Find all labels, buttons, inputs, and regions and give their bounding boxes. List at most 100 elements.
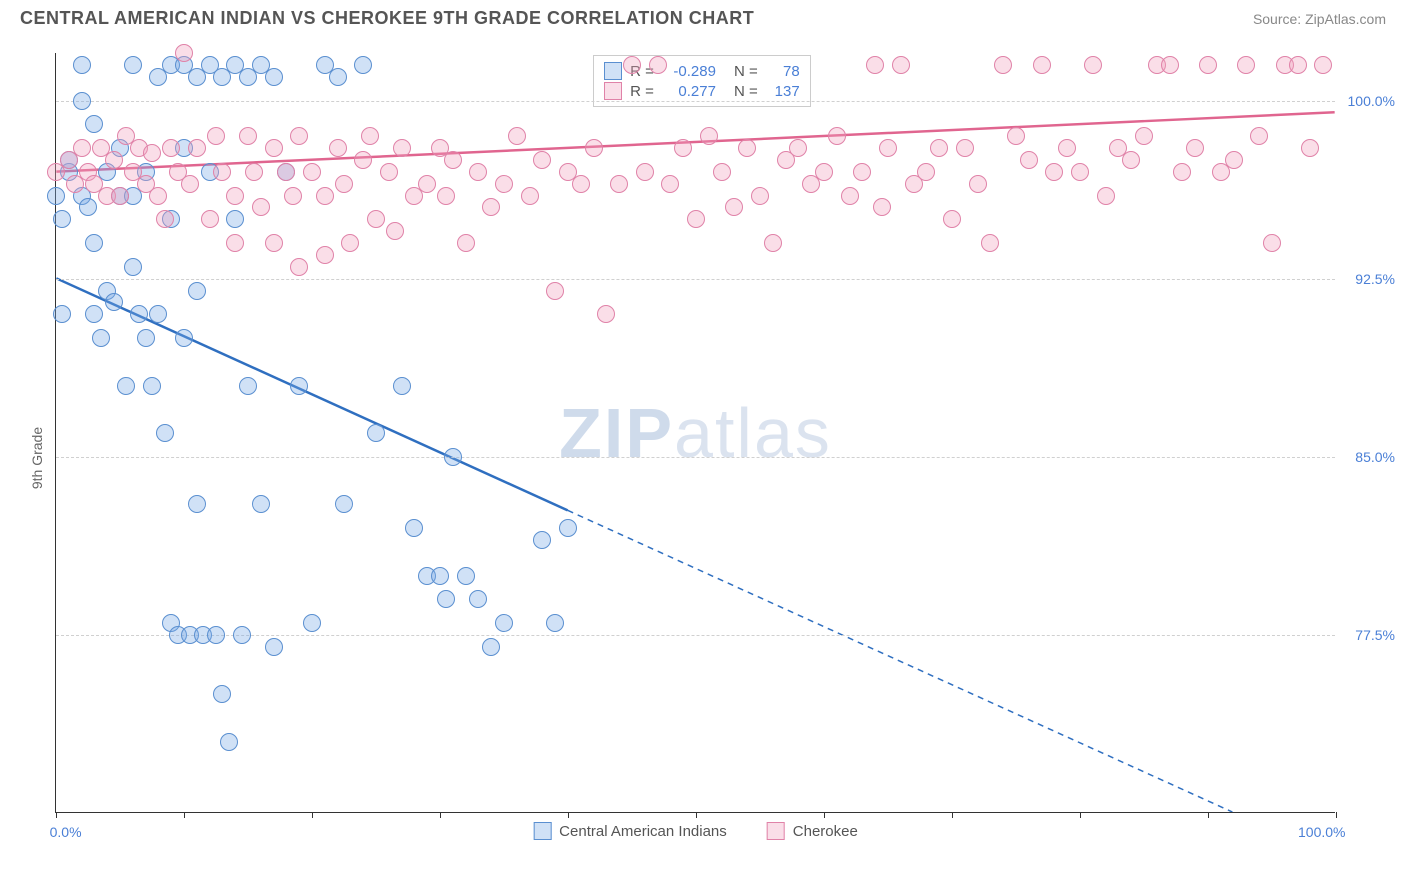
data-point bbox=[738, 139, 756, 157]
data-point bbox=[1071, 163, 1089, 181]
data-point bbox=[700, 127, 718, 145]
chart-container: 9th Grade ZIPatlas R =-0.289N =78R =0.27… bbox=[0, 33, 1406, 883]
data-point bbox=[1122, 151, 1140, 169]
legend-item: Central American Indians bbox=[533, 822, 727, 840]
data-point bbox=[329, 139, 347, 157]
gridline bbox=[56, 457, 1335, 458]
data-point bbox=[73, 139, 91, 157]
data-point bbox=[1237, 56, 1255, 74]
data-point bbox=[444, 151, 462, 169]
data-point bbox=[149, 187, 167, 205]
watermark: ZIPatlas bbox=[559, 393, 832, 473]
data-point bbox=[1289, 56, 1307, 74]
data-point bbox=[597, 305, 615, 323]
data-point bbox=[117, 377, 135, 395]
x-tick bbox=[1336, 812, 1337, 818]
data-point bbox=[725, 198, 743, 216]
data-point bbox=[188, 495, 206, 513]
data-point bbox=[828, 127, 846, 145]
data-point bbox=[1186, 139, 1204, 157]
x-tick bbox=[440, 812, 441, 818]
data-point bbox=[469, 590, 487, 608]
data-point bbox=[879, 139, 897, 157]
data-point bbox=[457, 234, 475, 252]
data-point bbox=[290, 377, 308, 395]
data-point bbox=[226, 234, 244, 252]
data-point bbox=[1225, 151, 1243, 169]
source-link[interactable]: ZipAtlas.com bbox=[1305, 11, 1386, 27]
data-point bbox=[130, 305, 148, 323]
data-point bbox=[1097, 187, 1115, 205]
data-point bbox=[85, 234, 103, 252]
source-attribution: Source: ZipAtlas.com bbox=[1253, 11, 1386, 27]
data-point bbox=[1058, 139, 1076, 157]
gridline bbox=[56, 279, 1335, 280]
data-point bbox=[495, 175, 513, 193]
data-point bbox=[367, 210, 385, 228]
data-point bbox=[713, 163, 731, 181]
data-point bbox=[335, 175, 353, 193]
data-point bbox=[956, 139, 974, 157]
data-point bbox=[329, 68, 347, 86]
data-point bbox=[341, 234, 359, 252]
data-point bbox=[841, 187, 859, 205]
data-point bbox=[226, 210, 244, 228]
data-point bbox=[482, 638, 500, 656]
data-point bbox=[207, 127, 225, 145]
data-point bbox=[354, 151, 372, 169]
data-point bbox=[156, 210, 174, 228]
data-point bbox=[220, 733, 238, 751]
data-point bbox=[386, 222, 404, 240]
data-point bbox=[1020, 151, 1038, 169]
data-point bbox=[181, 175, 199, 193]
data-point bbox=[201, 210, 219, 228]
data-point bbox=[47, 187, 65, 205]
data-point bbox=[1045, 163, 1063, 181]
data-point bbox=[124, 258, 142, 276]
y-tick-label: 92.5% bbox=[1355, 271, 1395, 287]
data-point bbox=[789, 139, 807, 157]
data-point bbox=[252, 198, 270, 216]
data-point bbox=[284, 187, 302, 205]
data-point bbox=[533, 151, 551, 169]
data-point bbox=[290, 127, 308, 145]
data-point bbox=[175, 44, 193, 62]
data-point bbox=[265, 68, 283, 86]
data-point bbox=[437, 187, 455, 205]
legend-item: Cherokee bbox=[767, 822, 858, 840]
data-point bbox=[393, 377, 411, 395]
data-point bbox=[53, 305, 71, 323]
data-point bbox=[1007, 127, 1025, 145]
x-tick bbox=[184, 812, 185, 818]
data-point bbox=[265, 234, 283, 252]
data-point bbox=[188, 139, 206, 157]
data-point bbox=[85, 115, 103, 133]
data-point bbox=[546, 614, 564, 632]
data-point bbox=[892, 56, 910, 74]
y-tick-label: 77.5% bbox=[1355, 627, 1395, 643]
data-point bbox=[53, 210, 71, 228]
x-tick bbox=[696, 812, 697, 818]
data-point bbox=[137, 329, 155, 347]
data-point bbox=[361, 127, 379, 145]
data-point bbox=[124, 56, 142, 74]
data-point bbox=[853, 163, 871, 181]
data-point bbox=[252, 495, 270, 513]
data-point bbox=[687, 210, 705, 228]
x-tick-label: 0.0% bbox=[50, 824, 82, 840]
y-tick-label: 85.0% bbox=[1355, 449, 1395, 465]
data-point bbox=[1161, 56, 1179, 74]
data-point bbox=[105, 293, 123, 311]
x-tick bbox=[1208, 812, 1209, 818]
data-point bbox=[994, 56, 1012, 74]
plot-area: ZIPatlas R =-0.289N =78R =0.277N =137 Ce… bbox=[55, 53, 1335, 813]
data-point bbox=[495, 614, 513, 632]
data-point bbox=[277, 163, 295, 181]
data-point bbox=[265, 139, 283, 157]
data-point bbox=[265, 638, 283, 656]
data-point bbox=[405, 519, 423, 537]
data-point bbox=[457, 567, 475, 585]
data-point bbox=[73, 92, 91, 110]
data-point bbox=[79, 198, 97, 216]
data-point bbox=[649, 56, 667, 74]
